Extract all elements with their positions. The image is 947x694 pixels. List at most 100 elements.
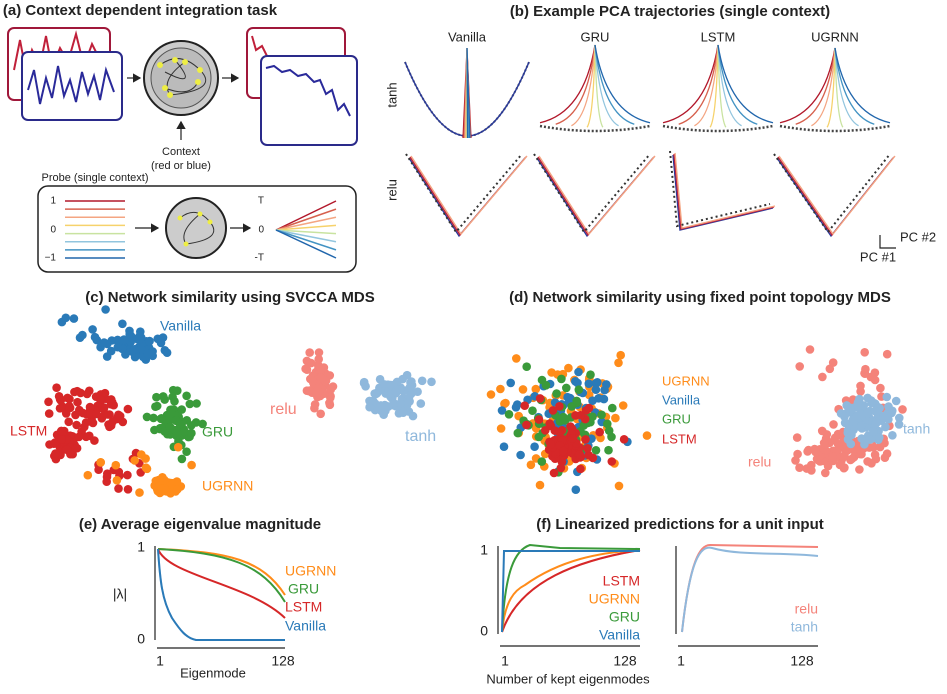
scatter-point [516,450,525,460]
trajectory [466,47,471,139]
scatter-point [114,484,123,493]
scatter-point [170,397,179,406]
scatter-point [531,384,541,394]
probe-box [37,185,357,273]
probe-line [275,229,337,243]
scatter-point [413,387,422,397]
scatter-point [187,421,196,430]
baseline [773,153,891,234]
scatter-point [158,473,167,482]
scatter-point [396,398,405,408]
scatter-point [567,434,577,443]
scatter-point [869,427,878,437]
scatter-point [55,404,65,413]
scatter-point [895,413,904,423]
scatter-point [182,391,191,401]
scatter-point [871,419,880,429]
context-label: Context [162,146,200,158]
scatter-point [882,449,892,459]
scatter-point [863,408,872,418]
scatter-point [807,466,816,475]
scatter-point [584,403,594,413]
scatter-point [840,418,850,428]
trajectory [594,44,635,125]
scatter-point [130,345,139,354]
scatter-point [881,422,890,432]
scatter-point [78,330,87,340]
x-tick-label: 128 [790,653,814,669]
scatter-point [856,446,865,456]
scatter-point [795,463,804,473]
scatter-point [125,329,134,339]
scatter-point [383,402,393,411]
probe-inputs [65,200,125,259]
scatter-point [591,385,601,395]
scatter-point [416,399,426,408]
scatter-point [371,389,381,399]
baseline [779,124,891,133]
scatter-point [187,428,196,438]
scatter-point [92,409,101,419]
scatter-point [497,406,507,415]
scatter-point [44,409,54,418]
scatter-point [894,420,904,429]
y-tick-label: 1 [480,542,488,558]
scatter-point [108,417,118,426]
scatter-point [155,488,165,498]
scatter-point [819,445,829,454]
scatter-point [526,460,536,470]
scatter-point [173,386,182,396]
scatter-point [63,393,72,403]
scatter-point [398,408,408,418]
scatter-point [162,348,172,358]
scatter-point [821,468,830,478]
cluster-label: LSTM [10,423,47,439]
scatter-point [571,485,581,495]
scatter-point [866,396,876,405]
scatter-point [173,442,183,452]
scatter-point [608,403,617,413]
scatter-point [115,411,125,421]
scatter-point [839,452,849,462]
scatter-point [96,458,105,467]
trajectory [673,153,775,230]
baseline [405,153,523,234]
scatter-point [305,386,315,395]
trajectory [778,155,896,236]
probe-line [275,200,337,231]
trajectory [717,44,727,128]
legend-entry: Vanilla [662,392,701,407]
scatter-point [559,446,568,456]
scatter-point [486,390,496,399]
trajectory [538,155,656,236]
scatter-point [642,431,652,440]
scatter-point [143,349,152,358]
panel-title: (e) Average eigenvalue magnitude [79,516,321,533]
axis-label: PC #1 [860,249,896,264]
scatter-point [546,439,555,449]
scatter-point [92,335,102,345]
scatter-point [402,370,412,380]
cluster-label: UGRNN [202,478,253,494]
scatter-point [857,434,866,443]
scatter-point [847,430,856,440]
blue-input-signal [27,65,115,105]
scatter-point [54,392,64,401]
scatter-point [301,364,310,374]
scatter-point [846,439,856,449]
panel-title: (c) Network similarity using SVCCA MDS [85,289,375,306]
scatter-point [78,408,88,418]
cluster-label: relu [270,401,297,418]
trajectory [678,44,719,125]
legend-entry: GRU [662,411,691,426]
context-label: (red or blue) [151,160,211,172]
scatter-point [607,457,617,466]
scatter-point [842,446,852,455]
scatter-point [135,488,144,497]
scatter-point [308,376,318,386]
trajectory [709,44,719,128]
probe-line [275,216,337,231]
scatter-point [579,421,589,430]
scatter-point [891,396,901,406]
scatter-point [614,358,623,368]
